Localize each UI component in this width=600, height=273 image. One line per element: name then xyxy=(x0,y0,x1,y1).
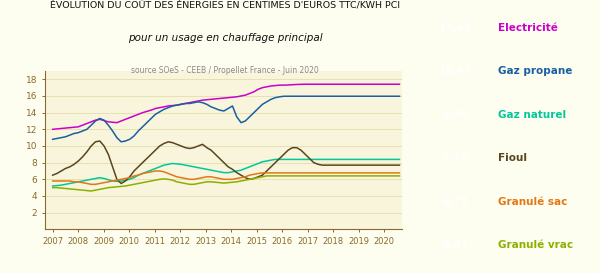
Text: 6,77: 6,77 xyxy=(443,197,469,207)
Text: Gaz naturel: Gaz naturel xyxy=(498,110,566,120)
Text: Gaz propane: Gaz propane xyxy=(498,66,572,76)
Text: pour un usage en chauffage principal: pour un usage en chauffage principal xyxy=(128,33,322,43)
Text: source SOeS - CEEB / Propellet France - Juin 2020: source SOeS - CEEB / Propellet France - … xyxy=(131,66,319,75)
Text: ÉVOLUTION DU COÛT DES ÉNERGIES EN CENTIMES D'EUROS TTC/KWH PCI: ÉVOLUTION DU COÛT DES ÉNERGIES EN CENTIM… xyxy=(50,1,400,10)
Text: Granulé sac: Granulé sac xyxy=(498,197,568,207)
Text: Electricité: Electricité xyxy=(498,23,558,33)
Text: 7,70: 7,70 xyxy=(443,153,469,163)
Text: 17,41: 17,41 xyxy=(439,23,472,33)
Text: 8,39: 8,39 xyxy=(443,110,469,120)
Text: 15,97: 15,97 xyxy=(439,66,472,76)
Text: Fioul: Fioul xyxy=(498,153,527,163)
Text: Granulé vrac: Granulé vrac xyxy=(498,240,573,250)
Text: 6,41: 6,41 xyxy=(443,240,469,250)
